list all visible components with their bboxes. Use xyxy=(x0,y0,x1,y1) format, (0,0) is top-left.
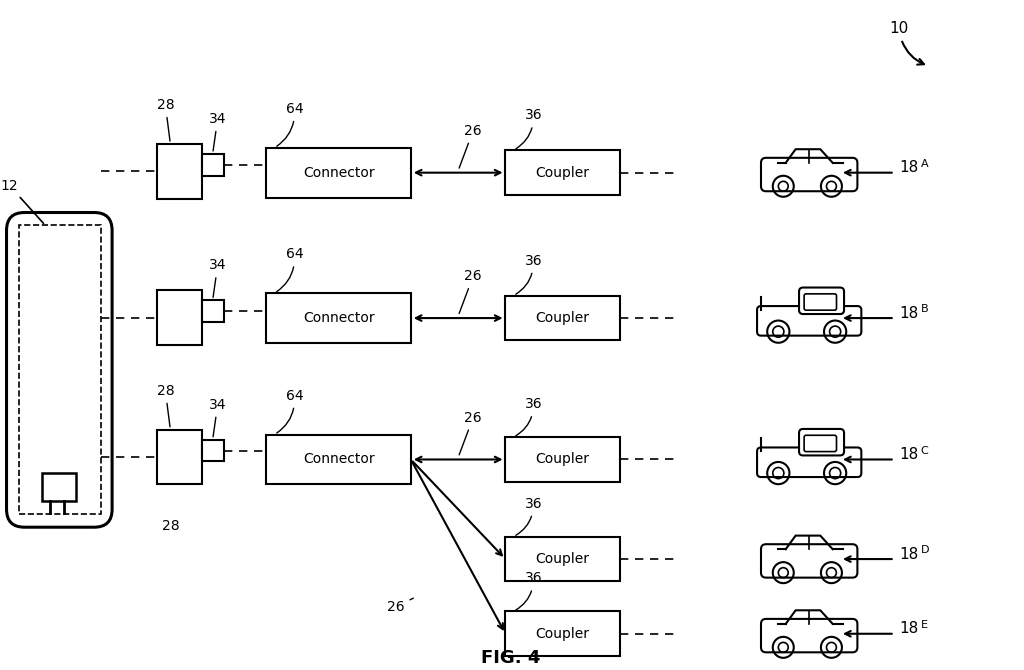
FancyBboxPatch shape xyxy=(757,448,861,477)
Text: 64: 64 xyxy=(276,102,303,146)
Text: 26: 26 xyxy=(387,598,414,614)
Text: E: E xyxy=(921,620,928,630)
Text: Connector: Connector xyxy=(303,452,375,466)
Text: 10: 10 xyxy=(889,21,924,64)
Text: Coupler: Coupler xyxy=(536,311,590,325)
Bar xyxy=(506,295,620,340)
FancyBboxPatch shape xyxy=(761,158,857,191)
Bar xyxy=(266,148,411,198)
Bar xyxy=(157,144,202,198)
Text: Connector: Connector xyxy=(303,311,375,325)
FancyBboxPatch shape xyxy=(799,287,844,314)
Text: Connector: Connector xyxy=(303,165,375,180)
FancyBboxPatch shape xyxy=(757,306,861,336)
Text: Coupler: Coupler xyxy=(536,452,590,466)
FancyBboxPatch shape xyxy=(6,212,112,527)
Text: 36: 36 xyxy=(516,397,542,436)
Bar xyxy=(202,300,223,322)
Text: 18: 18 xyxy=(900,447,919,462)
Text: 28: 28 xyxy=(162,519,179,533)
Text: C: C xyxy=(921,446,929,456)
Text: 36: 36 xyxy=(516,496,542,535)
Text: 26: 26 xyxy=(459,124,482,168)
FancyBboxPatch shape xyxy=(761,544,857,578)
Text: Coupler: Coupler xyxy=(536,165,590,180)
FancyBboxPatch shape xyxy=(799,429,844,456)
FancyBboxPatch shape xyxy=(804,294,837,310)
Text: 18: 18 xyxy=(900,621,919,636)
Text: 64: 64 xyxy=(276,247,303,291)
Bar xyxy=(266,293,411,343)
Bar xyxy=(506,150,620,195)
Bar xyxy=(506,611,620,656)
Text: D: D xyxy=(921,545,929,555)
Text: 12: 12 xyxy=(1,179,44,223)
Bar xyxy=(42,474,76,501)
Text: FIG. 4: FIG. 4 xyxy=(480,649,540,667)
Bar xyxy=(19,226,101,515)
Text: 36: 36 xyxy=(516,109,542,149)
Text: B: B xyxy=(921,304,928,314)
Text: 18: 18 xyxy=(900,160,919,175)
Text: Coupler: Coupler xyxy=(536,552,590,566)
Bar xyxy=(157,429,202,484)
Bar xyxy=(202,440,223,462)
Bar xyxy=(506,537,620,582)
Text: A: A xyxy=(921,159,928,169)
FancyBboxPatch shape xyxy=(804,436,837,452)
FancyBboxPatch shape xyxy=(761,619,857,653)
Text: 34: 34 xyxy=(209,112,226,151)
Text: 36: 36 xyxy=(516,572,542,610)
Bar xyxy=(506,437,620,482)
Text: 34: 34 xyxy=(209,258,226,297)
Text: 36: 36 xyxy=(516,254,542,294)
Text: 28: 28 xyxy=(157,384,174,427)
Bar xyxy=(202,153,223,176)
Bar xyxy=(266,435,411,484)
Text: 18: 18 xyxy=(900,306,919,320)
Text: 28: 28 xyxy=(157,98,174,141)
Bar xyxy=(157,290,202,345)
Text: 26: 26 xyxy=(459,411,482,455)
Text: Coupler: Coupler xyxy=(536,626,590,641)
Text: 18: 18 xyxy=(900,547,919,561)
Text: 64: 64 xyxy=(276,389,303,433)
Text: 34: 34 xyxy=(209,398,226,437)
Text: 26: 26 xyxy=(459,269,482,314)
